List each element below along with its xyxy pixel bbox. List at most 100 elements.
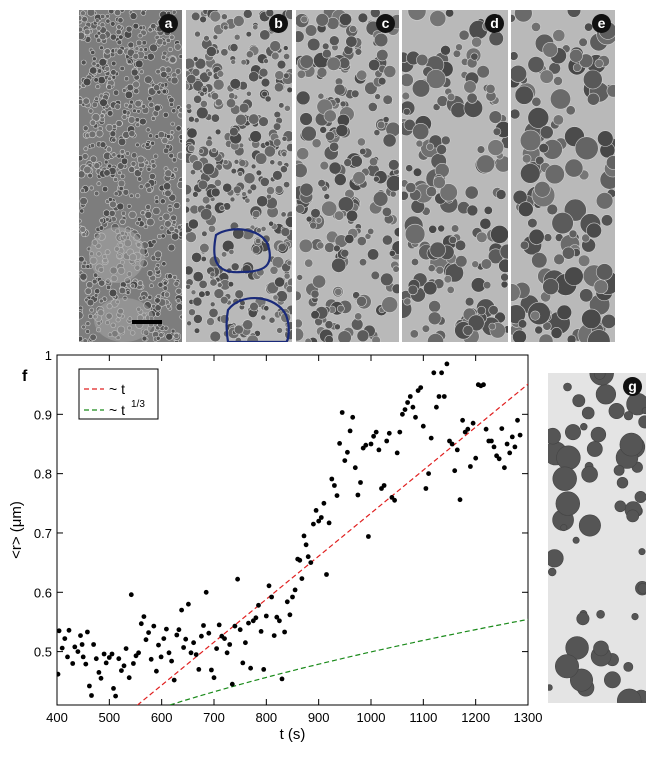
- data-point: [358, 480, 363, 485]
- micrograph-panel-c: c: [296, 10, 399, 342]
- data-point: [70, 661, 76, 666]
- data-point: [410, 404, 416, 410]
- data-point: [436, 394, 442, 399]
- data-point: [397, 429, 403, 435]
- data-point: [113, 693, 118, 699]
- data-point: [235, 576, 241, 582]
- data-point: [138, 621, 144, 627]
- y-tick-label: 0.5: [34, 645, 52, 660]
- x-tick-label: 1100: [409, 710, 437, 725]
- data-point: [405, 400, 410, 405]
- data-point: [515, 417, 520, 423]
- data-point: [311, 521, 316, 527]
- data-point: [224, 650, 230, 656]
- data-point: [91, 642, 96, 647]
- data-point: [131, 661, 136, 666]
- data-point: [420, 423, 426, 429]
- data-point: [246, 620, 251, 626]
- data-point: [350, 414, 356, 420]
- data-point: [407, 394, 413, 399]
- x-tick-label: 1000: [357, 710, 386, 725]
- data-point: [491, 444, 497, 450]
- data-point: [321, 500, 327, 506]
- data-point: [72, 644, 78, 650]
- data-point: [183, 636, 189, 642]
- data-point: [381, 483, 387, 488]
- data-point: [449, 441, 455, 447]
- legend-label-cuberoot: ~ t: [109, 402, 125, 418]
- data-point: [402, 407, 408, 412]
- data-point: [156, 642, 161, 648]
- data-point: [216, 622, 222, 628]
- y-axis-label: <r> (μm): [8, 501, 25, 559]
- data-point: [290, 594, 295, 600]
- data-point: [188, 650, 194, 656]
- data-point: [332, 483, 337, 488]
- data-point: [240, 660, 246, 666]
- data-point: [368, 441, 374, 447]
- data-point: [62, 636, 68, 641]
- data-point: [248, 665, 254, 671]
- data-point: [502, 465, 507, 471]
- x-tick-label: 1300: [514, 710, 543, 725]
- data-point: [186, 601, 191, 607]
- data-point: [363, 442, 369, 448]
- data-point: [253, 615, 259, 621]
- x-tick-label: 500: [98, 710, 120, 725]
- data-point: [146, 630, 152, 635]
- data-point: [504, 441, 510, 447]
- data-point: [193, 652, 199, 657]
- data-point: [326, 520, 332, 526]
- micrograph-image: [186, 10, 292, 342]
- data-point: [431, 370, 437, 376]
- data-point: [203, 589, 209, 595]
- fit-line-cuberoot: [167, 618, 528, 705]
- data-point: [376, 447, 382, 453]
- data-point: [303, 542, 309, 548]
- data-point: [339, 410, 345, 415]
- micrograph-panel-b: b: [186, 10, 292, 342]
- data-point: [222, 636, 227, 641]
- data-point: [496, 456, 502, 462]
- data-point: [106, 655, 112, 660]
- data-point: [232, 623, 238, 629]
- data-point: [78, 633, 83, 638]
- data-point: [423, 486, 429, 491]
- data-point: [470, 420, 476, 426]
- data-point: [292, 587, 298, 593]
- data-point: [101, 651, 107, 657]
- data-point: [87, 683, 92, 689]
- data-point: [457, 497, 463, 503]
- data-point: [229, 681, 235, 687]
- micrograph-g-image: [548, 373, 646, 703]
- data-point: [171, 677, 177, 683]
- data-point: [499, 426, 505, 431]
- x-axis-label: t (s): [280, 726, 306, 743]
- micrograph-panel-g: g: [548, 373, 646, 703]
- data-point: [426, 471, 431, 476]
- y-tick-label: 0.7: [34, 526, 52, 541]
- data-point: [121, 663, 127, 669]
- data-point: [96, 670, 102, 675]
- scatter-chart: f 400 500 600 700 800 900 1000 1100 1200 1300 0.5 0…: [8, 348, 543, 743]
- data-point: [196, 667, 202, 672]
- data-point: [206, 630, 212, 636]
- data-point: [468, 464, 473, 469]
- data-point: [454, 447, 460, 453]
- data-point: [151, 623, 157, 629]
- panel-c-badge: c: [376, 14, 395, 33]
- data-point: [128, 592, 134, 598]
- data-point: [428, 435, 434, 441]
- legend: ~ t ~ t 1/3: [78, 368, 159, 420]
- y-tick-label: 1: [45, 348, 52, 363]
- data-point: [444, 361, 450, 367]
- data-point: [75, 649, 81, 654]
- micrograph-panel-d: d: [402, 10, 508, 342]
- data-point: [85, 629, 90, 635]
- data-point: [481, 382, 486, 388]
- data-point: [318, 515, 324, 520]
- data-point: [337, 441, 342, 446]
- panel-g-badge: g: [623, 377, 642, 396]
- data-point: [103, 660, 109, 666]
- data-point: [116, 656, 122, 662]
